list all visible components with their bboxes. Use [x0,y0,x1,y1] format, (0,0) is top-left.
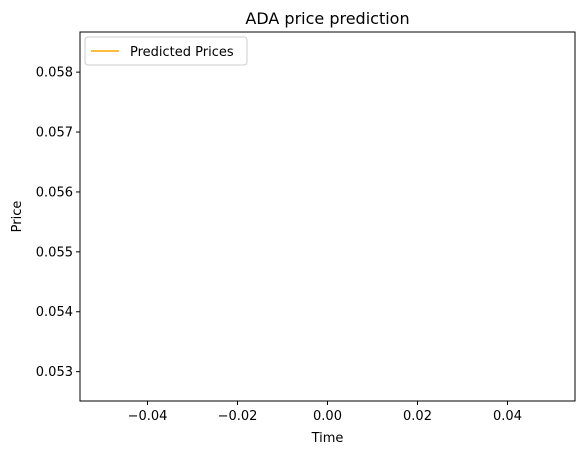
x-tick-label: 0.04 [493,409,522,424]
y-tick-label: 0.058 [36,66,73,81]
y-tick-label: 0.055 [36,245,73,260]
legend: Predicted Prices [84,36,248,66]
plot-area [79,31,576,402]
y-tick-label: 0.053 [36,365,73,380]
x-tick-label: 0.02 [403,409,432,424]
y-tick-label: 0.056 [36,185,73,200]
x-axis-label: Time [311,431,344,446]
x-ticks-group: −0.04 −0.02 0.00 0.02 0.04 [128,401,522,424]
legend-box [84,36,248,66]
y-tick-label: 0.054 [36,305,73,320]
x-tick-label: −0.04 [128,409,168,424]
x-tick-label: 0.00 [313,409,342,424]
x-tick-label: −0.02 [218,409,258,424]
y-tick-label: 0.057 [36,126,73,141]
legend-label-predicted-prices: Predicted Prices [130,45,234,60]
chart-title: ADA price prediction [245,9,409,28]
y-ticks-group: 0.053 0.054 0.055 0.056 0.057 0.058 [36,66,80,380]
y-axis-label: Price [10,201,25,233]
